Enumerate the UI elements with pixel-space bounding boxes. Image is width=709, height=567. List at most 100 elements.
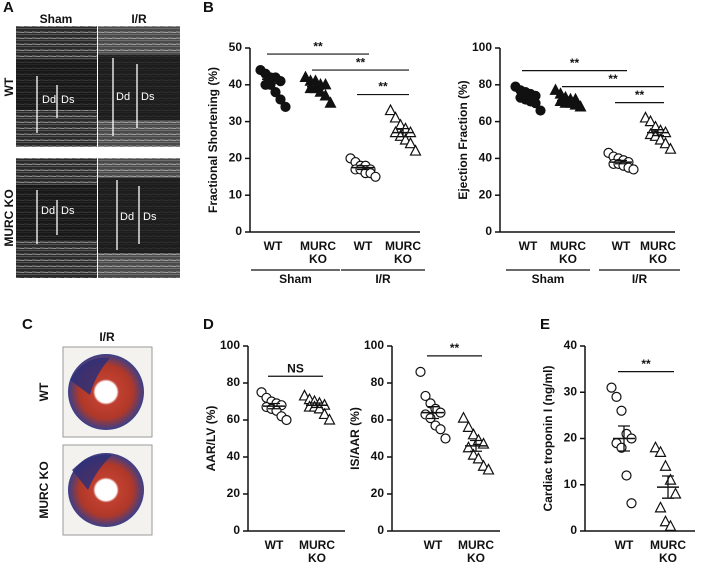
significance-label: **: [608, 72, 618, 86]
data-point: [664, 519, 677, 531]
data-point: [616, 405, 627, 416]
data-point: [639, 111, 652, 123]
y-tick-label: 60: [479, 114, 493, 128]
y-axis-label: Cardiac troponin I (ng/ml): [541, 365, 555, 511]
data-point: [409, 144, 422, 156]
sem-bar: [522, 94, 534, 101]
data-point: [549, 83, 562, 95]
y-tick-label: 30: [564, 384, 578, 398]
data-point: [280, 101, 291, 112]
row-label: MURC KO: [37, 461, 51, 518]
panel-label: A: [3, 0, 14, 16]
y-tick-label: 40: [227, 449, 241, 463]
y-tick-label: 20: [564, 431, 578, 445]
significance-label: **: [450, 341, 460, 355]
data-point: [621, 470, 632, 481]
x-tick-label: MURC KO: [299, 538, 335, 565]
data-point: [467, 448, 480, 460]
data-point: [298, 389, 311, 401]
y-tick-label: 80: [227, 375, 241, 389]
column-label: Sham: [40, 12, 73, 26]
data-point: [644, 114, 657, 127]
y-tick-label: 20: [227, 486, 241, 500]
x-tick-label: MURC KO: [300, 239, 336, 266]
y-tick-label: 10: [229, 187, 243, 201]
x-tick-label: MURC KO: [550, 239, 586, 266]
data-point: [659, 459, 672, 471]
data-point: [654, 501, 667, 513]
data-point: [323, 413, 336, 425]
ds-label: Ds: [61, 94, 75, 106]
data-point: [574, 100, 587, 112]
sem-bar: [357, 165, 369, 171]
sem-bar: [615, 159, 627, 165]
y-tick-label: 80: [479, 77, 493, 91]
ds-label: Ds: [143, 211, 157, 223]
x-tick-label: MURC KO: [385, 239, 421, 266]
panel-label: C: [22, 316, 33, 333]
x-tick-label: WT: [424, 538, 443, 552]
x-tick-label: WT: [265, 538, 284, 552]
data-point: [530, 98, 541, 109]
row-label: WT: [2, 77, 16, 96]
y-tick-label: 100: [220, 338, 240, 352]
data-point: [654, 133, 667, 145]
data-point: [472, 452, 485, 464]
data-point: [415, 366, 426, 377]
y-axis-label: AAR/LV (%): [204, 406, 218, 472]
data-point: [482, 463, 495, 475]
data-point: [649, 440, 662, 453]
data-point: [384, 103, 397, 116]
sem-bar: [312, 83, 324, 90]
y-tick-label: 80: [371, 375, 385, 389]
significance-label: **: [313, 39, 323, 53]
x-tick-label: MURC KO: [650, 538, 686, 565]
y-tick-label: 0: [570, 523, 577, 537]
significance-label: **: [570, 56, 580, 70]
sem-bar: [268, 402, 280, 410]
sem-bar: [311, 402, 323, 409]
y-tick-label: 0: [485, 224, 492, 238]
y-tick-label: 30: [229, 114, 243, 128]
data-point: [319, 89, 332, 101]
x-tick-label: WT: [264, 239, 283, 253]
y-axis-label: Ejection Fraction (%): [456, 80, 470, 199]
panel-title: I/R: [99, 330, 115, 344]
dd-label: Dd: [120, 211, 134, 223]
data-point: [606, 382, 617, 393]
x-tick-label: MURC KO: [458, 538, 494, 565]
column-label: I/R: [131, 12, 147, 26]
data-point: [440, 433, 451, 444]
data-point: [477, 459, 490, 471]
data-point: [275, 76, 286, 87]
data-point: [535, 105, 546, 116]
row-label: MURC KO: [2, 189, 16, 246]
y-tick-label: 40: [229, 77, 243, 91]
data-point: [299, 70, 312, 83]
panel-label: E: [540, 316, 550, 333]
y-tick-label: 40: [564, 338, 578, 352]
group-label: Sham: [532, 272, 565, 286]
sem-bar: [662, 475, 674, 499]
sem-bar: [618, 425, 630, 452]
sem-bar: [562, 98, 574, 103]
x-tick-label: WT: [615, 538, 634, 552]
data-point: [324, 96, 337, 108]
significance-label: **: [378, 80, 388, 94]
data-point: [628, 164, 639, 175]
y-tick-label: 40: [371, 449, 385, 463]
y-tick-label: 0: [377, 523, 384, 537]
y-tick-label: 50: [229, 40, 243, 54]
y-tick-label: 60: [371, 412, 385, 426]
ds-label: Ds: [61, 205, 75, 217]
significance-label: NS: [287, 361, 304, 375]
data-point: [435, 424, 446, 435]
x-tick-label: WT: [519, 239, 538, 253]
data-point: [270, 87, 281, 98]
x-tick-label: WT: [354, 239, 373, 253]
data-point: [370, 171, 381, 182]
row-label: WT: [37, 382, 51, 401]
x-tick-label: MURC KO: [640, 239, 676, 266]
y-tick-label: 10: [564, 477, 578, 491]
data-point: [399, 133, 412, 145]
